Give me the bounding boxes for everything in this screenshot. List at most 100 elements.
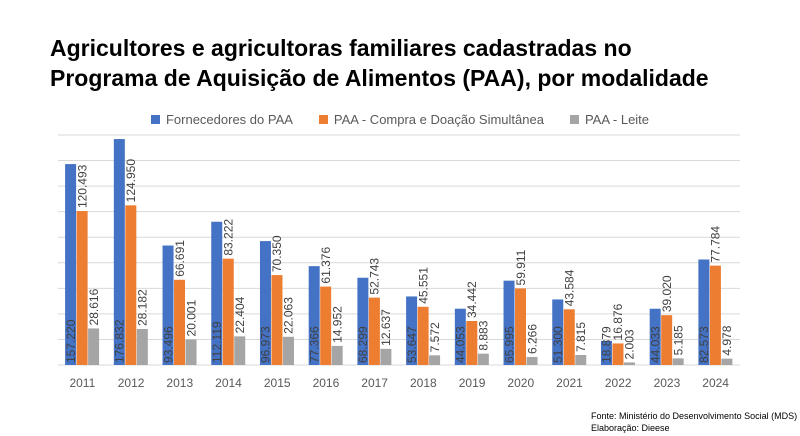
legend-swatch-series-1 [150, 115, 160, 124]
bar-series-3 [331, 345, 343, 365]
x-tick-label: 2017 [361, 376, 388, 390]
title-line-2: Programa de Aquisição de Alimentos (PAA)… [50, 65, 709, 91]
data-label-series-1: 82.573 [697, 326, 711, 363]
legend-swatch-series-2 [318, 115, 328, 124]
title-line-1: Agricultores e agricultoras familiares c… [50, 35, 632, 61]
data-label-series-1: 68.299 [356, 326, 370, 363]
bar-series-1 [357, 277, 369, 365]
data-label-series-3: 8.883 [477, 320, 491, 350]
data-label-series-2: 59.911 [514, 249, 528, 285]
legend-item-series-1: Fornecedores do PAA [150, 112, 293, 127]
data-label-series-1: 157.220 [64, 319, 78, 363]
bar-series-1 [259, 241, 271, 365]
bar-series-3 [721, 358, 733, 365]
bar-series-1 [600, 340, 612, 365]
bar-series-3 [526, 356, 538, 365]
bar-series-1 [65, 164, 77, 365]
source-note: Fonte: Ministério do Desenvolvimento Soc… [591, 410, 797, 434]
data-label-series-1: 176.832 [113, 319, 127, 363]
data-label-series-1: 44.033 [648, 326, 662, 363]
bar-series-3 [234, 336, 246, 365]
data-label-series-2: 34.442 [465, 281, 479, 318]
bar-series-3 [380, 348, 392, 365]
source-line-2: Elaboração: Dieese [591, 423, 670, 433]
data-label-series-2: 83.222 [222, 219, 236, 256]
data-label-series-1: 96.973 [259, 326, 273, 363]
bar-series-3 [672, 358, 684, 365]
data-label-series-2: 45.551 [416, 267, 430, 304]
x-tick-label: 2014 [215, 376, 242, 390]
bar-series-3 [136, 328, 148, 365]
bar-series-3 [282, 336, 294, 365]
x-tick-label: 2018 [410, 376, 437, 390]
x-tick-label: 2021 [556, 376, 583, 390]
x-tick-label: 2020 [507, 376, 534, 390]
data-label-series-1: 65.995 [502, 326, 516, 363]
bar-series-3 [429, 355, 441, 365]
x-tick-label: 2011 [69, 376, 95, 390]
bar-series-1 [211, 221, 223, 365]
bar-series-2 [661, 315, 673, 365]
data-label-series-1: 18.879 [600, 326, 614, 363]
bar-series-2 [368, 297, 380, 365]
bar-series-2 [417, 306, 429, 365]
data-label-series-2: 61.376 [319, 247, 333, 284]
data-label-series-3: 7.815 [574, 322, 588, 352]
bar-series-1 [503, 280, 515, 365]
bar-series-2 [76, 211, 88, 365]
legend-item-series-2: PAA - Compra e Doação Simultânea [318, 112, 544, 127]
bar-series-1 [308, 266, 320, 365]
legend-label-series-2: PAA - Compra e Doação Simultânea [333, 112, 544, 127]
bar-series-2 [222, 258, 234, 365]
data-label-series-3: 5.185 [671, 325, 685, 355]
bar-series-2 [563, 309, 575, 365]
bar-series-3 [623, 362, 635, 365]
data-label-series-3: 22.404 [233, 296, 247, 333]
legend-label-series-1: Fornecedores do PAA [165, 112, 293, 127]
data-label-series-3: 2.003 [623, 329, 637, 359]
data-label-series-1: 93.496 [161, 326, 175, 363]
data-label-series-2: 120.493 [75, 164, 89, 208]
bar-series-2 [515, 288, 527, 365]
data-label-series-3: 12.637 [379, 309, 393, 346]
x-tick-label: 2019 [459, 376, 486, 390]
legend-label-series-3: PAA - Leite [584, 112, 650, 127]
data-label-series-1: 44.053 [454, 326, 468, 363]
x-tick-label: 2012 [118, 376, 145, 390]
x-tick-label: 2013 [166, 376, 193, 390]
data-label-series-2: 39.020 [660, 275, 674, 312]
data-label-series-1: 77.366 [307, 326, 321, 363]
bar-series-3 [185, 339, 197, 365]
bar-series-1 [649, 308, 661, 365]
data-label-series-2: 43.584 [563, 269, 577, 306]
legend-item-series-3: PAA - Leite [569, 112, 650, 127]
data-label-series-2: 66.691 [173, 240, 187, 277]
data-label-series-2: 124.950 [124, 159, 138, 203]
bar-series-1 [113, 139, 125, 365]
x-tick-label: 2024 [702, 376, 729, 390]
bar-series-2 [612, 343, 624, 365]
bar-series-2 [271, 275, 283, 365]
data-label-series-3: 22.063 [282, 297, 296, 334]
bar-series-2 [125, 205, 137, 365]
bar-series-3 [88, 328, 100, 365]
data-label-series-3: 28.182 [136, 289, 150, 326]
data-label-series-2: 16.876 [611, 303, 625, 340]
chart-title: Agricultores e agricultoras familiares c… [50, 33, 770, 93]
data-label-series-3: 7.572 [428, 322, 442, 352]
bar-series-3 [477, 353, 489, 365]
x-tick-label: 2016 [313, 376, 340, 390]
x-tick-label: 2023 [654, 376, 681, 390]
legend-swatch-series-3 [569, 115, 579, 124]
bar-series-1 [454, 308, 466, 365]
bar-series-2 [466, 320, 478, 365]
data-label-series-3: 4.978 [720, 325, 734, 355]
x-tick-label: 2022 [605, 376, 632, 390]
data-label-series-1: 112.119 [210, 321, 224, 363]
source-line-1: Fonte: Ministério do Desenvolvimento Soc… [591, 411, 798, 421]
bar-series-1 [162, 245, 174, 365]
bar-series-1 [406, 296, 418, 365]
data-label-series-3: 28.616 [87, 288, 101, 325]
bar-series-3 [575, 355, 587, 365]
